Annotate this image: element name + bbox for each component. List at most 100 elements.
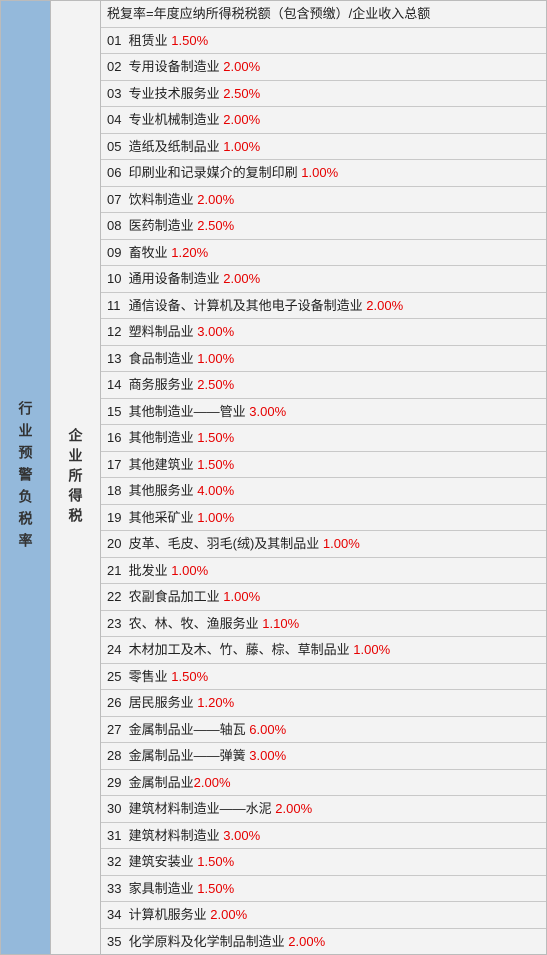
tax-type-label: 企业所得税 (66, 428, 86, 528)
tax-rate: 6.00% (249, 722, 286, 737)
row-number: 04 (107, 110, 125, 130)
data-column: 税复率=年度应纳所得税税额（包含预缴）/企业收入总额 01 租赁业 1.50%0… (101, 1, 546, 954)
tax-rate: 3.00% (249, 748, 286, 763)
tax-rate-table: 行业预警负税率 企业所得税 税复率=年度应纳所得税税额（包含预缴）/企业收入总额… (0, 0, 547, 955)
industry-name: 商务服务业 (129, 377, 194, 392)
tax-rate: 1.20% (197, 695, 234, 710)
industry-row: 25 零售业 1.50% (101, 664, 546, 691)
category-label: 行业预警负税率 (16, 401, 36, 555)
industry-row: 11 通信设备、计算机及其他电子设备制造业 2.00% (101, 293, 546, 320)
tax-rate: 1.50% (197, 881, 234, 896)
row-number: 25 (107, 667, 125, 687)
industry-name: 建筑材料制造业 (129, 828, 220, 843)
industry-name: 印刷业和记录媒介的复制印刷 (129, 165, 298, 180)
tax-rate: 1.00% (171, 563, 208, 578)
tax-rate: 1.00% (353, 642, 390, 657)
tax-rate: 2.00% (210, 907, 247, 922)
row-number: 10 (107, 269, 125, 289)
industry-name: 金属制品业 (129, 775, 194, 790)
row-number: 21 (107, 561, 125, 581)
tax-rate: 2.50% (197, 377, 234, 392)
tax-rate: 1.00% (301, 165, 338, 180)
category-column: 行业预警负税率 (1, 1, 51, 954)
formula-row: 税复率=年度应纳所得税税额（包含预缴）/企业收入总额 (101, 1, 546, 28)
tax-rate: 2.00% (223, 271, 260, 286)
row-number: 24 (107, 640, 125, 660)
industry-row: 32 建筑安装业 1.50% (101, 849, 546, 876)
row-number: 16 (107, 428, 125, 448)
tax-rate: 1.00% (323, 536, 360, 551)
tax-rate: 3.00% (249, 404, 286, 419)
industry-name: 批发业 (129, 563, 168, 578)
industry-name: 其他采矿业 (129, 510, 194, 525)
industry-row: 12 塑料制品业 3.00% (101, 319, 546, 346)
industry-name: 专业机械制造业 (129, 112, 220, 127)
tax-rate: 2.00% (223, 59, 260, 74)
row-number: 27 (107, 720, 125, 740)
industry-name: 居民服务业 (129, 695, 194, 710)
industry-row: 24 木材加工及木、竹、藤、棕、草制品业 1.00% (101, 637, 546, 664)
row-number: 01 (107, 31, 125, 51)
industry-name: 金属制品业——轴瓦 (129, 722, 246, 737)
industry-name: 其他制造业——管业 (129, 404, 246, 419)
tax-rate: 1.00% (223, 139, 260, 154)
industry-name: 造纸及纸制品业 (129, 139, 220, 154)
row-number: 11 (107, 296, 125, 316)
row-number: 12 (107, 322, 125, 342)
industry-name: 家具制造业 (129, 881, 194, 896)
row-number: 35 (107, 932, 125, 952)
industry-name: 零售业 (129, 669, 168, 684)
industry-row: 06 印刷业和记录媒介的复制印刷 1.00% (101, 160, 546, 187)
industry-name: 食品制造业 (129, 351, 194, 366)
row-number: 09 (107, 243, 125, 263)
industry-row: 04 专业机械制造业 2.00% (101, 107, 546, 134)
row-number: 08 (107, 216, 125, 236)
tax-rate: 2.00% (288, 934, 325, 949)
tax-rate: 1.50% (197, 854, 234, 869)
industry-name: 建筑材料制造业——水泥 (129, 801, 272, 816)
industry-row: 22 农副食品加工业 1.00% (101, 584, 546, 611)
industry-name: 农副食品加工业 (129, 589, 220, 604)
industry-row: 20 皮革、毛皮、羽毛(绒)及其制品业 1.00% (101, 531, 546, 558)
industry-name: 其他建筑业 (129, 457, 194, 472)
industry-name: 专用设备制造业 (129, 59, 220, 74)
industry-name: 化学原料及化学制品制造业 (129, 934, 285, 949)
industry-row: 02 专用设备制造业 2.00% (101, 54, 546, 81)
row-number: 30 (107, 799, 125, 819)
industry-row: 16 其他制造业 1.50% (101, 425, 546, 452)
tax-rate: 1.50% (197, 430, 234, 445)
tax-type-column: 企业所得税 (51, 1, 101, 954)
row-number: 20 (107, 534, 125, 554)
row-number: 02 (107, 57, 125, 77)
tax-rate: 1.20% (171, 245, 208, 260)
tax-rate: 2.00% (223, 112, 260, 127)
industry-name: 医药制造业 (129, 218, 194, 233)
row-number: 29 (107, 773, 125, 793)
tax-rate: 2.00% (275, 801, 312, 816)
industry-row: 03 专业技术服务业 2.50% (101, 81, 546, 108)
row-number: 23 (107, 614, 125, 634)
industry-row: 34 计算机服务业 2.00% (101, 902, 546, 929)
industry-row: 09 畜牧业 1.20% (101, 240, 546, 267)
industry-row: 21 批发业 1.00% (101, 558, 546, 585)
tax-rate: 1.00% (223, 589, 260, 604)
industry-row: 01 租赁业 1.50% (101, 28, 546, 55)
industry-row: 13 食品制造业 1.00% (101, 346, 546, 373)
tax-rate: 2.00% (197, 192, 234, 207)
row-number: 15 (107, 402, 125, 422)
tax-rate: 2.00% (194, 775, 231, 790)
tax-rate: 3.00% (223, 828, 260, 843)
tax-rate: 1.00% (197, 351, 234, 366)
industry-row: 28 金属制品业——弹簧 3.00% (101, 743, 546, 770)
industry-row: 10 通用设备制造业 2.00% (101, 266, 546, 293)
industry-row: 27 金属制品业——轴瓦 6.00% (101, 717, 546, 744)
industry-name: 木材加工及木、竹、藤、棕、草制品业 (129, 642, 350, 657)
row-number: 28 (107, 746, 125, 766)
row-number: 13 (107, 349, 125, 369)
row-number: 22 (107, 587, 125, 607)
row-number: 17 (107, 455, 125, 475)
row-number: 05 (107, 137, 125, 157)
industry-name: 建筑安装业 (129, 854, 194, 869)
tax-rate: 1.50% (171, 669, 208, 684)
tax-rate: 1.50% (197, 457, 234, 472)
